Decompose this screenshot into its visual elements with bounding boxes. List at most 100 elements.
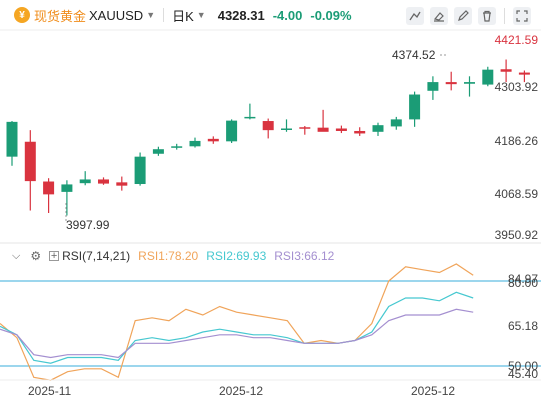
high-annotation: 4374.52 bbox=[392, 48, 447, 62]
rsi-series bbox=[0, 263, 474, 381]
chart-header: ¥ 现货黄金 XAUUSD ▼ 日K ▼ 4328.31 -4.00 -0.09… bbox=[0, 0, 541, 30]
toolbar-divider bbox=[504, 8, 505, 24]
candle-body bbox=[445, 82, 457, 85]
candle-body bbox=[61, 184, 73, 192]
candle-body bbox=[335, 128, 347, 131]
x-tick-label: 2025-12 bbox=[411, 384, 455, 398]
pen-icon[interactable] bbox=[454, 7, 472, 25]
symbol-code[interactable]: XAUUSD bbox=[89, 7, 144, 23]
rsi-indicator-label[interactable]: RSI(7,14,21) bbox=[62, 249, 131, 263]
collapse-icon[interactable]: ⌵ bbox=[12, 249, 21, 262]
candle bbox=[43, 178, 55, 214]
candle bbox=[335, 125, 347, 134]
candle-body bbox=[226, 120, 238, 142]
candle-body bbox=[6, 121, 18, 157]
candle-body bbox=[189, 140, 201, 147]
candle bbox=[171, 143, 183, 150]
candle bbox=[244, 103, 256, 120]
candle bbox=[409, 91, 421, 127]
gold-coin-icon: ¥ bbox=[14, 7, 30, 23]
y-tick-label: 4303.92 bbox=[495, 80, 539, 94]
rsi1-value: RSI1:78.20 bbox=[138, 249, 199, 263]
candle bbox=[482, 66, 494, 87]
candle-body bbox=[116, 182, 128, 186]
candle-body bbox=[464, 82, 475, 84]
candle-body bbox=[299, 127, 311, 129]
low-annotation-label: 3997.99 bbox=[66, 218, 110, 232]
candle bbox=[152, 146, 164, 156]
rsi-tick-label: 65.18 bbox=[508, 319, 538, 333]
settings-icon[interactable]: ⚙ bbox=[30, 249, 42, 263]
candle bbox=[518, 70, 530, 83]
candle-body bbox=[244, 116, 256, 119]
candle-body bbox=[171, 146, 183, 148]
candle bbox=[281, 119, 292, 132]
candle bbox=[317, 109, 329, 132]
rsi-tick-label: 84.97 bbox=[508, 272, 538, 286]
divider bbox=[163, 8, 165, 22]
candle-body bbox=[354, 130, 366, 134]
candle bbox=[6, 121, 18, 166]
rsi-header: ⌵ ⚙ + RSI(7,14,21) RSI1:78.20 RSI2:69.93… bbox=[0, 248, 334, 264]
candle bbox=[207, 136, 219, 144]
candle-body bbox=[262, 121, 274, 131]
candle bbox=[500, 59, 512, 83]
candle bbox=[24, 130, 36, 211]
candle bbox=[390, 116, 402, 130]
candle bbox=[427, 76, 439, 100]
candle bbox=[134, 152, 146, 186]
candle bbox=[299, 126, 311, 135]
rsi-line-rsi1 bbox=[0, 263, 474, 381]
rsi-line-rsi2 bbox=[0, 291, 474, 364]
candle-body bbox=[24, 141, 36, 182]
chevron-down-icon[interactable]: ▼ bbox=[146, 10, 156, 20]
y-tick-label: 3950.92 bbox=[495, 228, 539, 242]
rsi-line-rsi3 bbox=[0, 308, 474, 359]
candle-body bbox=[207, 138, 219, 142]
candle bbox=[445, 71, 457, 91]
candle-body bbox=[79, 179, 91, 184]
low-annotation: 3997.99 bbox=[65, 203, 110, 232]
candle-body bbox=[43, 181, 55, 195]
symbol-name-cn[interactable]: 现货黄金 bbox=[34, 8, 87, 24]
fullscreen-icon[interactable] bbox=[513, 7, 531, 25]
candle bbox=[354, 127, 366, 136]
line-draw-icon[interactable] bbox=[406, 7, 424, 25]
candle-body bbox=[390, 119, 402, 127]
candle bbox=[79, 171, 91, 186]
high-annotation-label: 4374.52 bbox=[392, 48, 436, 62]
price-change-percent: -0.09% bbox=[310, 7, 352, 23]
price-change: -4.00 bbox=[272, 7, 303, 23]
rsi-tick-label: 45.40 bbox=[508, 367, 538, 381]
delete-icon[interactable] bbox=[478, 7, 496, 25]
expand-icon[interactable]: + bbox=[49, 250, 60, 262]
candle bbox=[116, 176, 128, 191]
x-tick-label: 2025-12 bbox=[219, 384, 263, 398]
rsi-tick-label: 50.00 bbox=[508, 359, 538, 373]
rsi-tick-label: 80.00 bbox=[508, 276, 538, 290]
candle-body bbox=[409, 94, 421, 120]
candle bbox=[464, 76, 475, 97]
eraser-icon[interactable] bbox=[430, 7, 448, 25]
candle bbox=[262, 118, 274, 139]
y-tick-label: 4421.59 bbox=[495, 33, 539, 47]
current-price: 4328.31 bbox=[217, 7, 265, 23]
candle-body bbox=[372, 125, 384, 132]
candle-body bbox=[98, 179, 109, 184]
candle-body bbox=[500, 69, 512, 72]
candle bbox=[189, 137, 201, 148]
y-tick-label: 4186.26 bbox=[495, 134, 539, 148]
toolbar bbox=[406, 7, 531, 25]
rsi3-value: RSI3:66.12 bbox=[274, 249, 335, 263]
x-tick-label: 2025-11 bbox=[28, 384, 71, 398]
candle bbox=[61, 180, 73, 216]
period-selector[interactable]: 日K bbox=[172, 8, 194, 24]
candle bbox=[226, 119, 238, 143]
candle-body bbox=[281, 128, 292, 130]
candle-body bbox=[317, 127, 329, 132]
candle bbox=[372, 122, 384, 136]
candle-body bbox=[152, 149, 164, 154]
period-chevron-down-icon[interactable]: ▼ bbox=[196, 10, 206, 20]
rsi2-value: RSI2:69.93 bbox=[206, 249, 267, 263]
